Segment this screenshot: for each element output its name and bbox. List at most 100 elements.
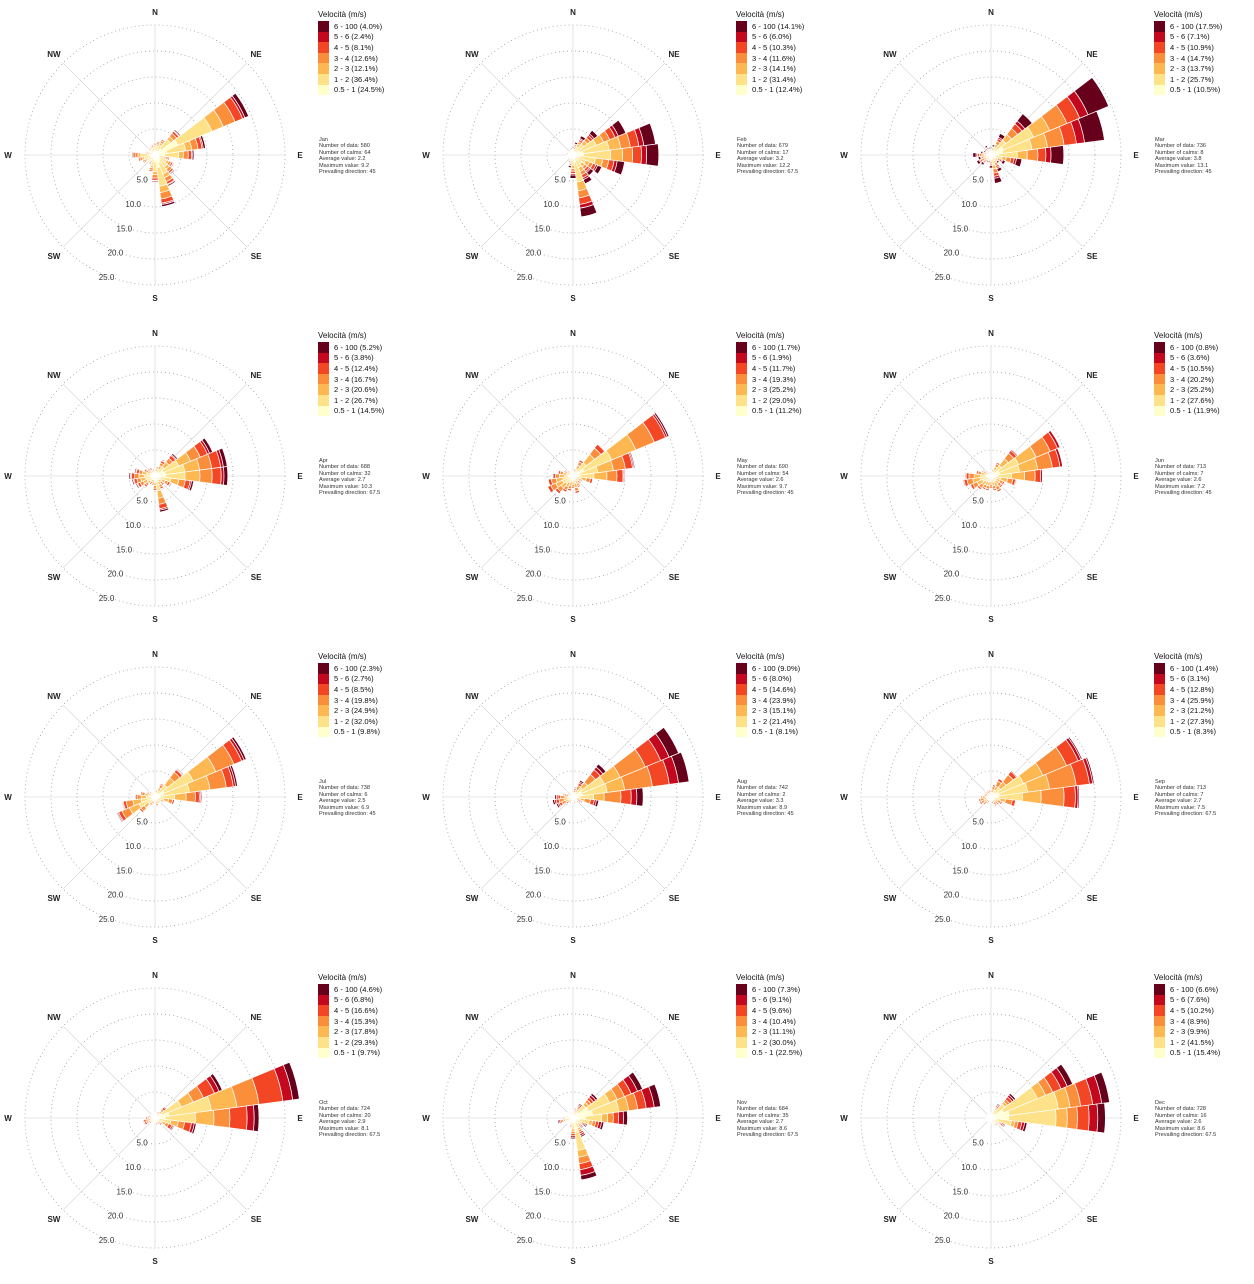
stats-prevailing-direction: Prevailing direction: 67.5 [737, 169, 798, 175]
direction-label-se: SE [1087, 1215, 1098, 1224]
direction-label-e: E [715, 472, 721, 481]
legend-swatch [736, 995, 747, 1006]
legend-entry: 6 - 100 (9.0%) [736, 663, 836, 674]
legend-swatch [736, 32, 747, 43]
ring-label: 15.0 [117, 224, 133, 233]
petal-segment [631, 789, 637, 806]
legend-entry: 6 - 100 (6.6%) [1154, 984, 1254, 995]
petal-segment [1051, 146, 1064, 165]
petal-segment [174, 793, 186, 801]
petals [132, 93, 249, 206]
grid-spoke [991, 476, 1083, 568]
legend-label: 4 - 5 (10.5%) [1165, 364, 1214, 373]
grid-spoke [63, 384, 155, 476]
legend-label: 3 - 4 (8.9%) [1165, 1017, 1210, 1026]
direction-label-nw: NW [883, 371, 897, 380]
legend-swatch [318, 1026, 329, 1037]
legend-label: 5 - 6 (2.4%) [329, 32, 374, 41]
legend-label: 6 - 100 (4.0%) [329, 22, 382, 31]
direction-label-n: N [152, 329, 158, 338]
legend-entry: 1 - 2 (32.0%) [318, 716, 418, 727]
legend-entry: 3 - 4 (14.7%) [1154, 53, 1254, 64]
legend-entry: 6 - 100 (14.1%) [736, 21, 836, 32]
stats-prevailing-direction: Prevailing direction: 45 [737, 490, 794, 496]
petal-segment [636, 788, 643, 806]
legend-swatch [318, 353, 329, 364]
petal-segment [992, 1125, 994, 1126]
legend-label: 5 - 6 (3.6%) [1165, 353, 1210, 362]
legend-label: 4 - 5 (14.6%) [747, 685, 796, 694]
legend-swatch [1154, 353, 1165, 364]
grid-spoke [899, 476, 991, 568]
petal-segment [604, 791, 621, 804]
stats-prevailing-direction: Prevailing direction: 45 [1155, 490, 1212, 496]
legend-label: 6 - 100 (7.3%) [747, 985, 800, 994]
grid-spoke [899, 155, 991, 247]
grid-spoke [991, 155, 1083, 247]
petal-segment [624, 469, 625, 483]
legend-entry: 5 - 6 (2.4%) [318, 32, 418, 43]
legend-label: 5 - 6 (7.1%) [1165, 32, 1210, 41]
petal-segment [134, 794, 135, 799]
legend-label: 3 - 4 (15.3%) [329, 1017, 378, 1026]
ring-label: 25.0 [517, 1236, 533, 1245]
petal-segment [571, 792, 572, 793]
petal-segment [617, 469, 623, 482]
stats-prevailing-direction: Prevailing direction: 67.5 [1155, 811, 1216, 817]
legend-swatch [318, 1005, 329, 1016]
petal-segment [1097, 1103, 1105, 1133]
legend-label: 5 - 6 (7.6%) [1165, 995, 1210, 1004]
petal-segment [200, 791, 201, 803]
legend-entry: 1 - 2 (41.5%) [1154, 1037, 1254, 1048]
stats-prevailing-direction: Prevailing direction: 45 [1155, 169, 1212, 175]
petal-segment [151, 181, 158, 182]
legend-swatch [1154, 716, 1165, 727]
direction-label-nw: NW [883, 692, 897, 701]
legend: Velocità (m/s)6 - 100 (6.6%)5 - 6 (7.6%)… [1154, 973, 1254, 1058]
legend-label: 5 - 6 (3.1%) [1165, 674, 1210, 683]
legend-label: 6 - 100 (1.7%) [747, 343, 800, 352]
direction-label-ne: NE [1087, 50, 1099, 59]
legend-swatch [736, 1026, 747, 1037]
legend-label: 4 - 5 (10.2%) [1165, 1006, 1214, 1015]
legend-entry: 3 - 4 (12.6%) [318, 53, 418, 64]
ring-label: 10.0 [543, 1163, 559, 1172]
petal-segment [188, 150, 191, 160]
legend-entry: 3 - 4 (15.3%) [318, 1016, 418, 1027]
direction-label-w: W [422, 1114, 430, 1123]
petals [973, 77, 1109, 183]
legend: Velocità (m/s)6 - 100 (1.4%)5 - 6 (3.1%)… [1154, 652, 1254, 737]
ring-label: 20.0 [108, 570, 124, 579]
legend-label: 2 - 3 (20.6%) [329, 385, 378, 394]
legend-swatch [318, 406, 329, 417]
direction-label-e: E [715, 793, 721, 802]
petal-segment [214, 1108, 230, 1128]
legend-label: 6 - 100 (9.0%) [747, 664, 800, 673]
petal-segment [212, 467, 222, 484]
ring-label: 25.0 [517, 915, 533, 924]
direction-label-se: SE [669, 573, 680, 582]
legend-swatch [736, 663, 747, 674]
direction-label-e: E [297, 1114, 303, 1123]
direction-label-n: N [570, 650, 576, 659]
petal-segment [613, 1112, 619, 1124]
legend-entry: 6 - 100 (7.3%) [736, 984, 836, 995]
legend-label: 4 - 5 (10.9%) [1165, 43, 1214, 52]
direction-label-sw: SW [465, 1215, 478, 1224]
legend-entry: 0.5 - 1 (8.1%) [736, 727, 836, 738]
petal-segment [988, 147, 990, 149]
legend: Velocità (m/s)6 - 100 (7.3%)5 - 6 (9.1%)… [736, 973, 836, 1058]
ring-label: 5.0 [137, 175, 149, 184]
petal-segment [129, 473, 131, 480]
legend-label: 3 - 4 (16.7%) [329, 375, 378, 384]
ring-label: 20.0 [108, 249, 124, 258]
direction-label-ne: NE [1087, 371, 1099, 380]
petal-segment [989, 166, 992, 168]
legend-swatch [318, 1037, 329, 1048]
grid-spoke [63, 476, 155, 568]
legend: Velocità (m/s)6 - 100 (0.8%)5 - 6 (3.6%)… [1154, 331, 1254, 416]
ring-label: 15.0 [535, 1187, 551, 1196]
direction-label-ne: NE [251, 371, 263, 380]
legend-label: 0.5 - 1 (22.5%) [747, 1048, 802, 1057]
